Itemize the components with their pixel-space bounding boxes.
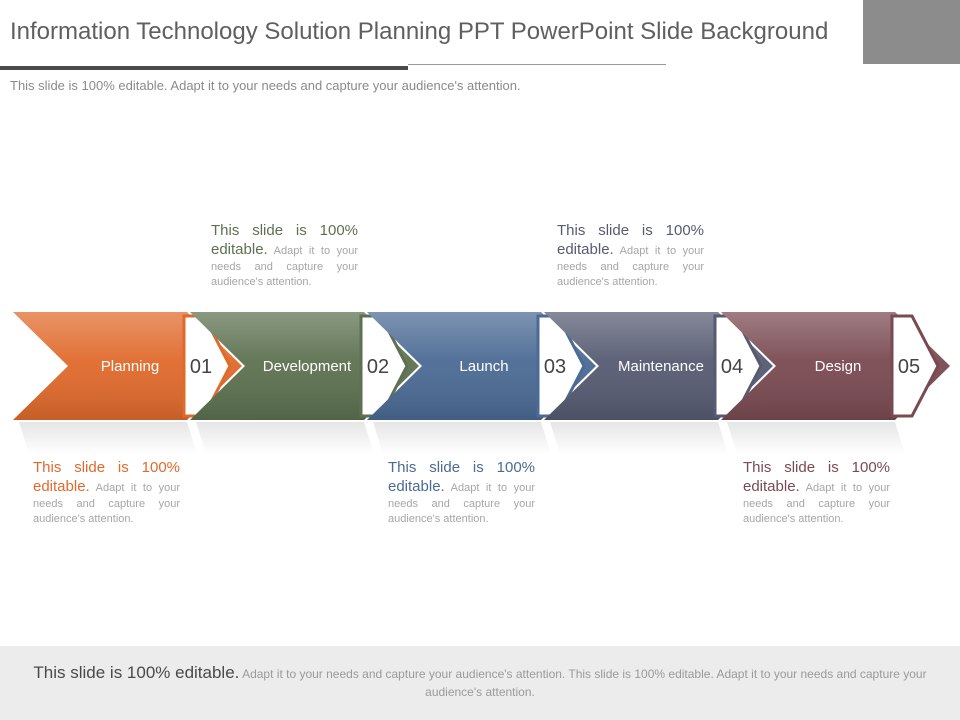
note-lead: This slide is 100% editable. (557, 222, 704, 258)
title-underline-thin (408, 64, 666, 65)
stage-number: 05 (898, 356, 920, 378)
stage-number: 02 (367, 356, 389, 378)
stage-label: Design (815, 358, 862, 375)
note-lead: This slide is 100% editable. (211, 222, 358, 258)
corner-block (863, 0, 960, 64)
stage-note-development: This slide is 100% editable. Adapt it to… (211, 221, 358, 289)
stage-label: Launch (459, 358, 508, 375)
stage-number: 01 (190, 356, 212, 378)
footer-bar: This slide is 100% editable. Adapt it to… (0, 646, 960, 720)
process-chevron-diagram: Planning 01 Development 02 Launch 03 Maintenan… (13, 312, 950, 454)
note-body: Adapt it to your needs and capture your … (743, 482, 890, 525)
stage-label: Planning (101, 358, 159, 375)
stage-note-maintenance: This slide is 100% editable. Adapt it to… (557, 221, 704, 289)
note-lead: This slide is 100% editable. (388, 459, 535, 495)
stage-shadow (196, 422, 374, 454)
note-body: Adapt it to your needs and capture your … (388, 482, 535, 525)
stage-shadow (19, 422, 197, 454)
stage-design: Design 05 (721, 312, 950, 454)
stage-maintenance: Maintenance 04 (544, 312, 773, 454)
note-lead: This slide is 100% editable. (33, 459, 180, 495)
stage-note-launch: This slide is 100% editable. Adapt it to… (388, 458, 535, 526)
stage-development: Development 02 (190, 312, 419, 454)
slide-title: Information Technology Solution Planning… (10, 18, 829, 45)
note-lead: This slide is 100% editable. (743, 459, 890, 495)
stage-note-design: This slide is 100% editable. Adapt it to… (743, 458, 890, 526)
stage-launch: Launch 03 (367, 312, 596, 454)
stage-label: Development (263, 358, 352, 375)
stage-shadow (727, 422, 905, 454)
footer-text: This slide is 100% editable. Adapt it to… (22, 664, 938, 701)
stage-number: 04 (721, 356, 743, 378)
stage-number-panel (890, 314, 940, 418)
stage-planning: Planning 01 (13, 312, 242, 454)
title-underline-thick (0, 66, 408, 70)
stage-shadow (373, 422, 551, 454)
note-body: Adapt it to your needs and capture your … (211, 245, 358, 288)
footer-lead: This slide is 100% editable. (33, 663, 240, 682)
stage-label: Maintenance (618, 358, 704, 375)
note-body: Adapt it to your needs and capture your … (557, 245, 704, 288)
slide-subtitle: This slide is 100% editable. Adapt it to… (10, 78, 521, 93)
stage-note-planning: This slide is 100% editable. Adapt it to… (33, 458, 180, 526)
footer-body: Adapt it to your needs and capture your … (239, 667, 927, 699)
stage-shadow (550, 422, 728, 454)
note-body: Adapt it to your needs and capture your … (33, 482, 180, 525)
stage-number: 03 (544, 356, 566, 378)
